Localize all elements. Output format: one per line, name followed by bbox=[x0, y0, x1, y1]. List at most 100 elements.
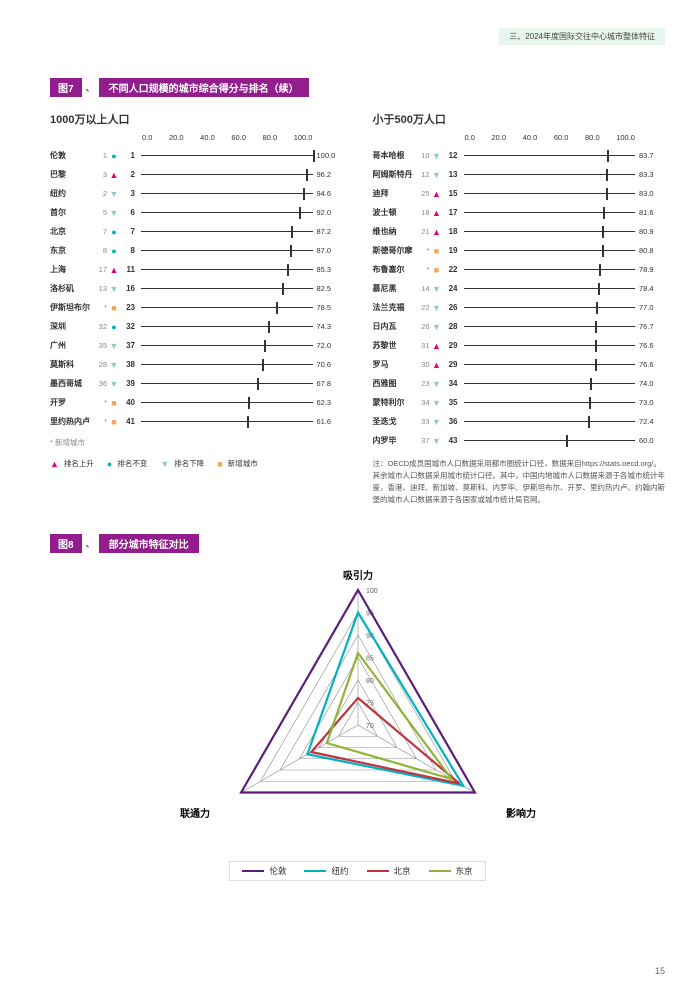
city-row: 斯德哥尔摩*■1980.8 bbox=[373, 241, 666, 260]
score-value: 74.0 bbox=[639, 379, 665, 388]
fig7-left-title: 1000万以上人口 bbox=[50, 111, 343, 127]
new-city-note: * 新增城市 bbox=[50, 437, 343, 448]
score-bar: 96.2 bbox=[141, 169, 343, 181]
rank-change-icon: ▼ bbox=[430, 436, 444, 446]
city-name: 西雅图 bbox=[373, 378, 418, 389]
city-row: 苏黎世31▲2976.6 bbox=[373, 336, 666, 355]
score-value: 87.0 bbox=[317, 246, 343, 255]
city-name: 开罗 bbox=[50, 397, 95, 408]
city-name: 维也纳 bbox=[373, 226, 418, 237]
score-value: 73.0 bbox=[639, 398, 665, 407]
figure-7: 图7 、 不同人口规模的城市综合得分与排名（续） 1000万以上人口 0.020… bbox=[50, 78, 665, 506]
city-row: 北京7●787.2 bbox=[50, 222, 343, 241]
legend-color-icon bbox=[304, 870, 326, 873]
city-name: 苏黎世 bbox=[373, 340, 418, 351]
score-bar: 87.2 bbox=[141, 226, 343, 238]
radar-legend-item: 东京 bbox=[429, 865, 473, 877]
score-bar: 78.9 bbox=[464, 264, 666, 276]
city-row: 西雅图23▼3474.0 bbox=[373, 374, 666, 393]
legend-mark-icon: ● bbox=[107, 459, 112, 469]
rank-change-icon: ▼ bbox=[430, 417, 444, 427]
city-row: 布鲁塞尔*■2278.9 bbox=[373, 260, 666, 279]
rank-change-icon: ■ bbox=[107, 417, 121, 427]
previous-rank: 32 bbox=[95, 322, 107, 331]
city-name: 伦敦 bbox=[50, 150, 95, 161]
fig7-banner: 不同人口规模的城市综合得分与排名（续） bbox=[99, 78, 309, 97]
city-row: 维也纳21▲1880.9 bbox=[373, 222, 666, 241]
fig7-right-title: 小于500万人口 bbox=[373, 111, 666, 127]
rank-change-icon: ▼ bbox=[430, 284, 444, 294]
legend-mark-icon: ▲ bbox=[50, 459, 59, 469]
rank-change-icon: ▲ bbox=[430, 341, 444, 351]
previous-rank: * bbox=[418, 246, 430, 255]
city-row: 纽约2▼394.6 bbox=[50, 184, 343, 203]
score-value: 67.8 bbox=[317, 379, 343, 388]
legend-mark-text: 新增城市 bbox=[228, 458, 258, 469]
score-bar: 73.0 bbox=[464, 397, 666, 409]
city-row: 伦敦1●1100.0 bbox=[50, 146, 343, 165]
previous-rank: 1 bbox=[95, 151, 107, 160]
rank-change-icon: ▼ bbox=[107, 284, 121, 294]
previous-rank: 22 bbox=[418, 303, 430, 312]
city-name: 纽约 bbox=[50, 188, 95, 199]
rank-change-icon: ● bbox=[107, 151, 121, 161]
radar-legend-item: 北京 bbox=[367, 865, 411, 877]
rank-change-icon: ▲ bbox=[430, 360, 444, 370]
rank-change-icon: ● bbox=[107, 322, 121, 332]
rank-change-icon: ▲ bbox=[430, 189, 444, 199]
current-rank: 43 bbox=[444, 436, 458, 445]
score-bar: 83.3 bbox=[464, 169, 666, 181]
current-rank: 23 bbox=[121, 303, 135, 312]
city-name: 深圳 bbox=[50, 321, 95, 332]
fig7-left-axis: 0.020.040.060.080.0100.0 bbox=[50, 133, 343, 142]
legend-color-icon bbox=[367, 870, 389, 873]
score-bar: 74.3 bbox=[141, 321, 343, 333]
legend-mark-text: 排名下降 bbox=[174, 458, 204, 469]
score-bar: 76.6 bbox=[464, 340, 666, 352]
rank-change-icon: ▼ bbox=[430, 379, 444, 389]
current-rank: 28 bbox=[444, 322, 458, 331]
previous-rank: 10 bbox=[418, 151, 430, 160]
page-number: 15 bbox=[655, 966, 665, 976]
previous-rank: 37 bbox=[418, 436, 430, 445]
city-name: 哥本哈根 bbox=[373, 150, 418, 161]
city-name: 迪拜 bbox=[373, 188, 418, 199]
previous-rank: 36 bbox=[95, 379, 107, 388]
radar-tick: 100 bbox=[366, 588, 378, 595]
score-bar: 76.7 bbox=[464, 321, 666, 333]
score-bar: 80.8 bbox=[464, 245, 666, 257]
rank-change-icon: ▼ bbox=[107, 379, 121, 389]
rank-change-icon: ▼ bbox=[107, 208, 121, 218]
score-bar: 62.3 bbox=[141, 397, 343, 409]
score-bar: 92.0 bbox=[141, 207, 343, 219]
city-name: 布鲁塞尔 bbox=[373, 264, 418, 275]
current-rank: 8 bbox=[121, 246, 135, 255]
previous-rank: 34 bbox=[418, 398, 430, 407]
fig7-left-column: 1000万以上人口 0.020.040.060.080.0100.0 伦敦1●1… bbox=[50, 111, 343, 506]
current-rank: 24 bbox=[444, 284, 458, 293]
city-row: 首尔5▼692.0 bbox=[50, 203, 343, 222]
score-value: 76.6 bbox=[639, 341, 665, 350]
rank-change-icon: ▲ bbox=[107, 170, 121, 180]
radar-chart: 707580859095100吸引力影响力联通力 bbox=[148, 567, 568, 857]
current-rank: 3 bbox=[121, 189, 135, 198]
score-value: 87.2 bbox=[317, 227, 343, 236]
score-value: 92.0 bbox=[317, 208, 343, 217]
city-name: 波士顿 bbox=[373, 207, 418, 218]
axis-tick: 100.0 bbox=[294, 133, 313, 142]
score-bar: 87.0 bbox=[141, 245, 343, 257]
axis-tick: 80.0 bbox=[585, 133, 600, 142]
city-name: 墨西哥城 bbox=[50, 378, 95, 389]
rank-change-icon: ▲ bbox=[430, 208, 444, 218]
city-row: 广州35▼3772.0 bbox=[50, 336, 343, 355]
score-value: 80.8 bbox=[639, 246, 665, 255]
score-value: 74.3 bbox=[317, 322, 343, 331]
city-name: 里约热内卢 bbox=[50, 416, 95, 427]
legend-text: 东京 bbox=[456, 865, 473, 877]
score-bar: 77.0 bbox=[464, 302, 666, 314]
fig7-title-bar: 图7 、 不同人口规模的城市综合得分与排名（续） bbox=[50, 78, 665, 97]
score-bar: 60.0 bbox=[464, 435, 666, 447]
previous-rank: 18 bbox=[418, 208, 430, 217]
score-bar: 85.3 bbox=[141, 264, 343, 276]
current-rank: 35 bbox=[444, 398, 458, 407]
